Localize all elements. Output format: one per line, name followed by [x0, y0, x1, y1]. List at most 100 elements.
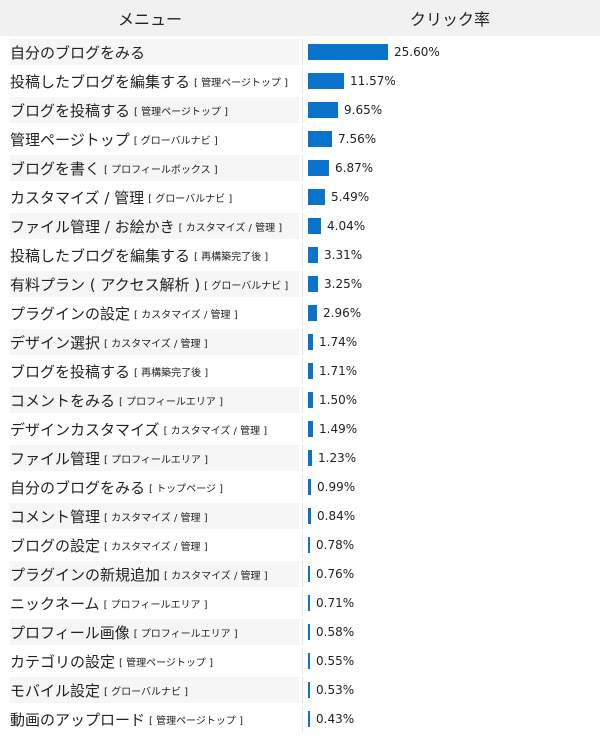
click-rate-bar	[308, 189, 325, 205]
click-rate-bar	[308, 682, 310, 698]
click-rate-bar	[308, 363, 313, 379]
table-body: 自分のブログをみる 25.60% 投稿したブログを編集する[ 管理ページトップ ] 1…	[0, 39, 600, 735]
menu-item-location: [ グローバルナビ ]	[133, 135, 218, 147]
rate-cell: 1.50%	[302, 387, 600, 413]
table-row: プラグインの新規追加[ カスタマイズ / 管理 ] 0.76%	[0, 561, 600, 590]
menu-item-location: [ 再構築完了後 ]	[134, 367, 209, 379]
menu-item-location: [ カスタマイズ / 管理 ]	[164, 570, 268, 582]
menu-item-location: [ カスタマイズ / 管理 ]	[104, 512, 208, 524]
click-rate-bar	[308, 421, 313, 437]
menu-item-name: プロフィール画像	[10, 623, 130, 642]
rate-cell: 0.71%	[302, 590, 600, 616]
rate-cell: 0.76%	[302, 561, 600, 587]
click-rate-value: 3.31%	[324, 248, 363, 262]
click-rate-value: 0.76%	[316, 567, 355, 581]
click-rate-bar	[308, 624, 310, 640]
menu-item-location: [ 管理ページトップ ]	[149, 715, 243, 727]
table-row: 投稿したブログを編集する[ 再構築完了後 ] 3.31%	[0, 242, 600, 271]
click-rate-value: 1.71%	[319, 364, 358, 378]
menu-cell: ブログを投稿する[ 再構築完了後 ]	[10, 358, 299, 384]
rate-cell: 2.96%	[302, 300, 600, 326]
click-rate-value: 0.84%	[317, 509, 356, 523]
click-rate-bar	[308, 73, 344, 89]
menu-item-name: プラグインの新規追加	[10, 565, 161, 584]
menu-item-name: 自分のブログをみる	[10, 43, 146, 62]
rate-cell: 4.04%	[302, 213, 600, 239]
menu-item-name: 投稿したブログを編集する	[10, 246, 191, 265]
table-row: ファイル管理[ プロフィールエリア ] 1.23%	[0, 445, 600, 474]
menu-item-location: [ カスタマイズ / 管理 ]	[134, 309, 238, 321]
rate-cell: 0.43%	[302, 706, 600, 732]
menu-item-location: [ プロフィールエリア ]	[119, 396, 223, 408]
rate-cell: 5.49%	[302, 184, 600, 210]
click-rate-value: 1.50%	[319, 393, 358, 407]
table-row: デザイン選択[ カスタマイズ / 管理 ] 1.74%	[0, 329, 600, 358]
menu-item-location: [ 管理ページトップ ]	[119, 657, 213, 669]
table-row: コメント管理[ カスタマイズ / 管理 ] 0.84%	[0, 503, 600, 532]
menu-item-location: [ トップページ ]	[149, 483, 223, 495]
table-row: ブログを投稿する[ 再構築完了後 ] 1.71%	[0, 358, 600, 387]
menu-cell: 投稿したブログを編集する[ 管理ページトップ ]	[10, 68, 299, 94]
click-rate-bar	[308, 131, 332, 147]
menu-cell: コメントをみる[ プロフィールエリア ]	[10, 387, 299, 413]
click-rate-bar	[308, 160, 329, 176]
rate-cell: 1.74%	[302, 329, 600, 355]
menu-item-name: ブログを投稿する	[10, 101, 131, 120]
menu-cell: ファイル管理 / お絵かき[ カスタマイズ / 管理 ]	[10, 213, 299, 239]
table-row: 有料プラン ( アクセス解析 )[ グローバルナビ ] 3.25%	[0, 271, 600, 300]
menu-cell: ファイル管理[ プロフィールエリア ]	[10, 445, 299, 471]
click-rate-bar	[308, 537, 310, 553]
menu-cell: カテゴリの設定[ 管理ページトップ ]	[10, 648, 299, 674]
menu-column-header: メニュー	[117, 10, 182, 29]
click-rate-bar	[308, 450, 312, 466]
table-row: ブログを書く[ プロフィールボックス ] 6.87%	[0, 155, 600, 184]
menu-item-name: 管理ページトップ	[10, 130, 130, 149]
menu-cell: プラグインの新規追加[ カスタマイズ / 管理 ]	[10, 561, 299, 587]
click-rate-value: 7.56%	[338, 132, 377, 146]
menu-cell: デザインカスタマイズ[ カスタマイズ / 管理 ]	[10, 416, 299, 442]
table-header: メニュー クリック率	[0, 0, 600, 36]
rate-cell: 6.87%	[302, 155, 600, 181]
click-rate-value: 0.43%	[316, 712, 355, 726]
rate-cell: 0.99%	[302, 474, 600, 500]
click-rate-value: 6.87%	[335, 161, 374, 175]
menu-cell: 有料プラン ( アクセス解析 )[ グローバルナビ ]	[10, 271, 299, 297]
menu-item-location: [ グローバルナビ ]	[204, 280, 289, 292]
click-rate-value: 1.23%	[318, 451, 357, 465]
click-rate-value: 3.25%	[324, 277, 363, 291]
click-rate-value: 4.04%	[327, 219, 366, 233]
menu-item-name: ファイル管理	[10, 449, 101, 468]
menu-cell: ブログの設定[ カスタマイズ / 管理 ]	[10, 532, 299, 558]
menu-item-name: デザイン選択	[10, 333, 101, 352]
click-rate-bar	[308, 102, 338, 118]
rate-cell: 11.57%	[302, 68, 600, 94]
menu-item-location: [ プロフィールボックス ]	[104, 164, 218, 176]
click-rate-value: 0.78%	[316, 538, 355, 552]
menu-cell: ブログを書く[ プロフィールボックス ]	[10, 155, 299, 181]
click-rate-bar	[308, 479, 311, 495]
click-rate-bar	[308, 44, 388, 60]
rate-cell: 1.49%	[302, 416, 600, 442]
menu-item-name: デザインカスタマイズ	[10, 420, 160, 439]
menu-item-location: [ プロフィールエリア ]	[103, 599, 208, 611]
menu-item-name: ニックネーム	[10, 594, 100, 613]
click-rate-value: 1.49%	[319, 422, 358, 436]
menu-cell: デザイン選択[ カスタマイズ / 管理 ]	[10, 329, 299, 355]
menu-item-name: 自分のブログをみる	[10, 478, 146, 497]
table-row: コメントをみる[ プロフィールエリア ] 1.50%	[0, 387, 600, 416]
click-rate-value: 11.57%	[350, 74, 396, 88]
menu-item-location: [ グローバルナビ ]	[148, 193, 233, 205]
menu-cell: モバイル設定[ グローバルナビ ]	[10, 677, 299, 703]
menu-cell: ブログを投稿する[ 管理ページトップ ]	[10, 97, 299, 123]
menu-item-location: [ カスタマイズ / 管理 ]	[104, 541, 208, 553]
rate-cell: 1.23%	[302, 445, 600, 471]
rate-cell: 3.25%	[302, 271, 600, 297]
menu-item-location: [ プロフィールエリア ]	[104, 454, 208, 466]
menu-item-name: ファイル管理 / お絵かき	[10, 217, 175, 236]
menu-cell: 自分のブログをみる	[10, 39, 299, 65]
click-rate-bar	[308, 392, 313, 408]
rate-cell: 0.55%	[302, 648, 600, 674]
click-rate-value: 5.49%	[331, 190, 370, 204]
table-row: カスタマイズ / 管理[ グローバルナビ ] 5.49%	[0, 184, 600, 213]
